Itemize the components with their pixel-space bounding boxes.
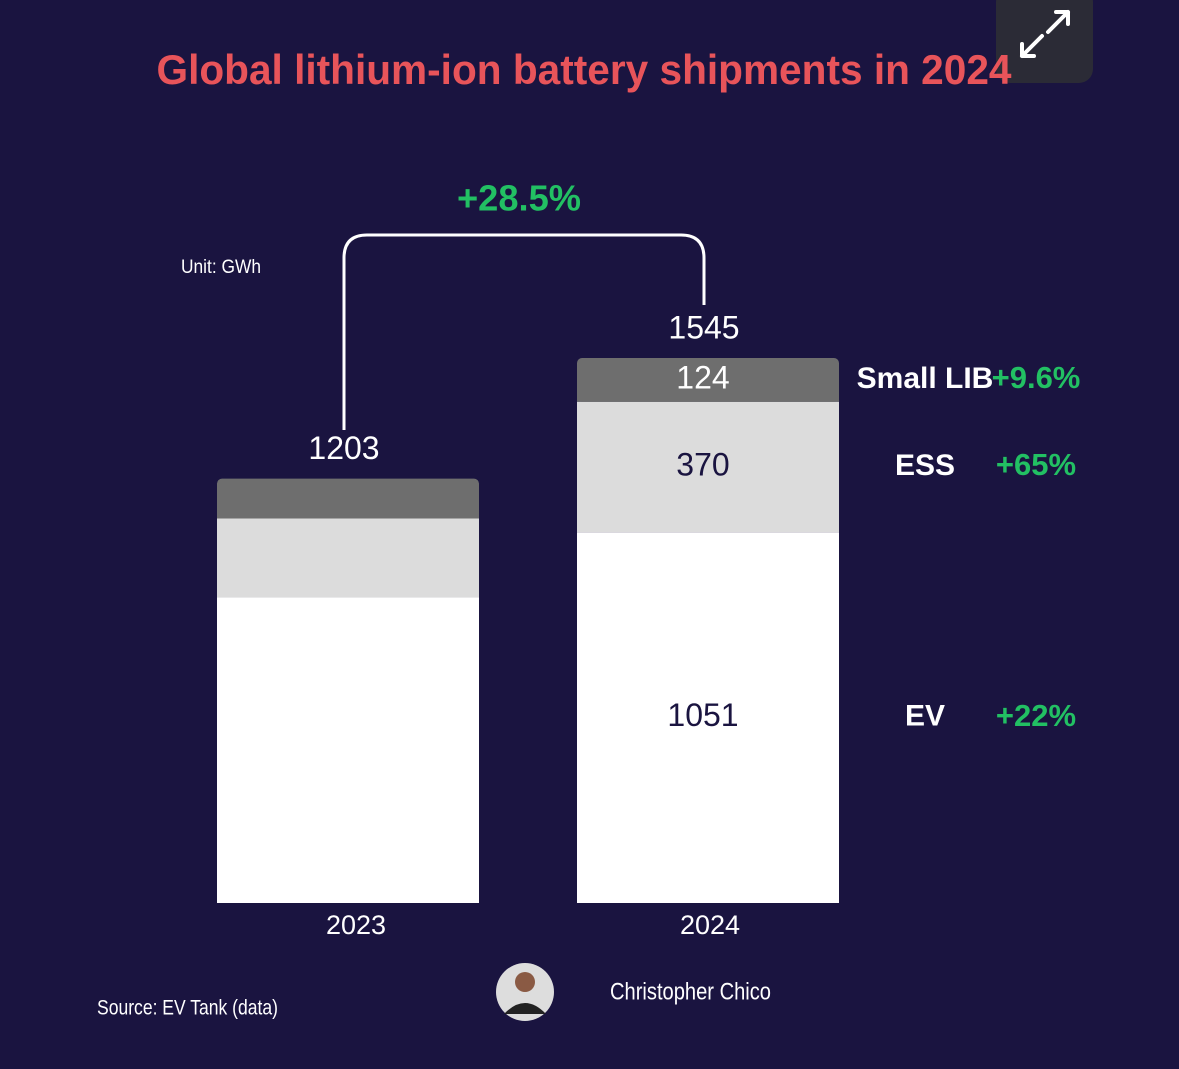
bar-segment [577, 532, 839, 903]
x-tick-label: 2024 [680, 910, 740, 940]
segment-label: 370 [676, 446, 729, 482]
total-growth: +28.5% [457, 178, 581, 219]
total-label: 1203 [308, 430, 379, 466]
source: Source: EV Tank (data) [97, 997, 278, 1020]
bar-segment [217, 597, 479, 903]
bar-segment-corner-fill [217, 484, 479, 519]
chart-title: Global lithium-ion battery shipments in … [157, 46, 1013, 93]
series-growth: +22% [996, 698, 1076, 733]
avatar-body [504, 1003, 546, 1014]
series-growth: +65% [996, 447, 1076, 482]
growth-bracket [342, 233, 706, 430]
bar-segment [217, 518, 479, 598]
segment-label: 1051 [667, 697, 738, 733]
unit-label: Unit: GWh [181, 257, 261, 278]
series-growth: +9.6% [992, 360, 1081, 395]
series-name: Small LIB [857, 362, 994, 395]
series-name: ESS [895, 449, 955, 482]
segment-label: 124 [676, 359, 729, 395]
avatar [496, 963, 554, 1021]
bar-segment [577, 401, 839, 533]
series-name: EV [905, 700, 945, 733]
avatar-head [515, 972, 535, 992]
total-label: 1545 [668, 309, 739, 345]
expand-icon[interactable] [1020, 10, 1070, 58]
x-tick-label: 2023 [326, 910, 386, 940]
bar-segment-corner-fill [577, 364, 839, 402]
author: Christopher Chico [610, 978, 771, 1005]
expand-button[interactable] [996, 0, 1093, 83]
